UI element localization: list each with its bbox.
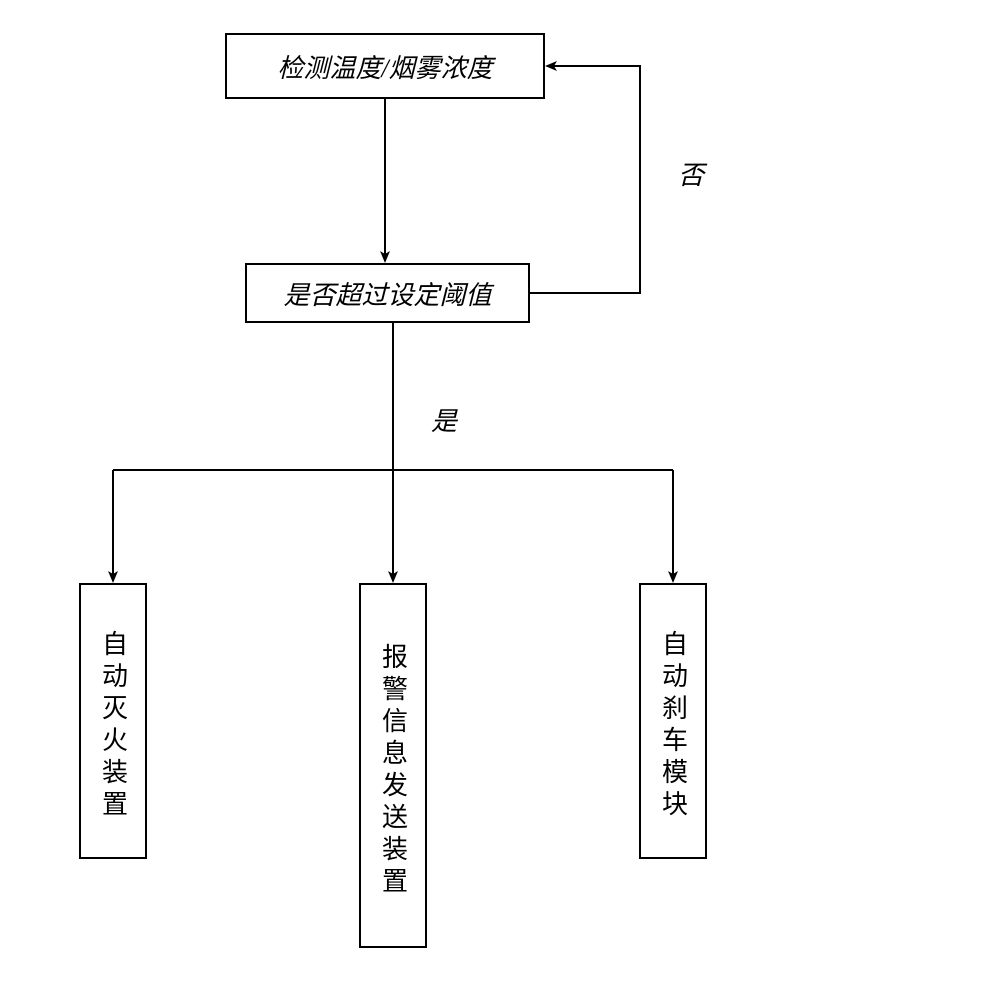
node-brake: 自动刹车模块	[639, 583, 707, 859]
node-detect-label: 检测温度/烟雾浓度	[277, 48, 492, 85]
label-no: 否	[678, 155, 704, 192]
node-alarm-label: 报警信息发送装置	[375, 643, 412, 899]
node-extinguisher-label: 自动灭火装置	[95, 630, 132, 822]
node-brake-label: 自动刹车模块	[655, 630, 692, 822]
label-no-text: 否	[678, 161, 704, 190]
flowchart-edges	[0, 0, 991, 1000]
node-extinguisher: 自动灭火装置	[79, 583, 147, 859]
label-yes: 是	[431, 401, 457, 438]
edge-threshold-loopback	[530, 66, 640, 293]
node-detect: 检测温度/烟雾浓度	[225, 33, 545, 99]
node-threshold: 是否超过设定阈值	[245, 263, 530, 323]
label-yes-text: 是	[431, 407, 457, 436]
node-threshold-label: 是否超过设定阈值	[283, 275, 491, 312]
node-alarm: 报警信息发送装置	[359, 583, 427, 948]
